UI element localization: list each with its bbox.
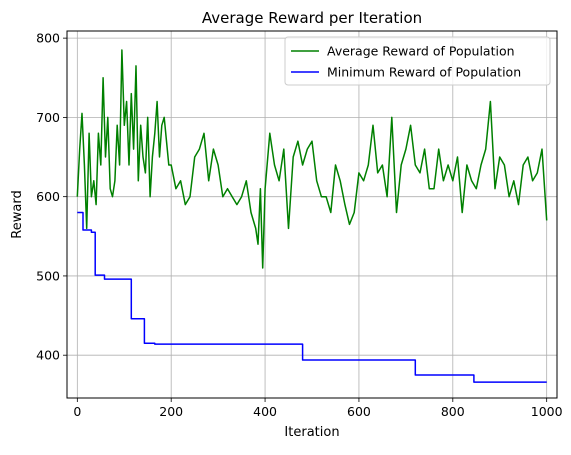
legend-label-average: Average Reward of Population	[327, 44, 515, 59]
legend: Average Reward of Population Minimum Rew…	[284, 36, 551, 86]
y-tick-label: 600	[36, 189, 60, 204]
x-tick-label: 800	[441, 404, 465, 419]
y-tick-label: 400	[36, 348, 60, 363]
y-axis-label: Reward	[10, 190, 25, 238]
chart-title: Average Reward per Iteration	[202, 9, 422, 27]
x-axis-label: Iteration	[284, 425, 339, 440]
series-layer	[76, 49, 548, 383]
y-tick-label: 700	[36, 110, 60, 125]
x-tick-label: 200	[159, 404, 183, 419]
legend-label-minimum: Minimum Reward of Population	[327, 65, 521, 80]
x-tick-label: 400	[253, 404, 277, 419]
x-tick-label: 600	[347, 404, 371, 419]
y-tick-label: 800	[36, 31, 60, 46]
x-tick-label: 0	[73, 404, 81, 419]
x-tick-label: 1000	[531, 404, 563, 419]
y-tick-label: 500	[36, 268, 60, 283]
ticks: 0 200 400 600 800 1000 400 500 600 700 800	[36, 31, 562, 419]
plot-frame	[66, 30, 558, 399]
series-line-average	[76, 49, 548, 269]
series-line-minimum	[77, 211, 547, 383]
legend-box	[284, 36, 551, 86]
